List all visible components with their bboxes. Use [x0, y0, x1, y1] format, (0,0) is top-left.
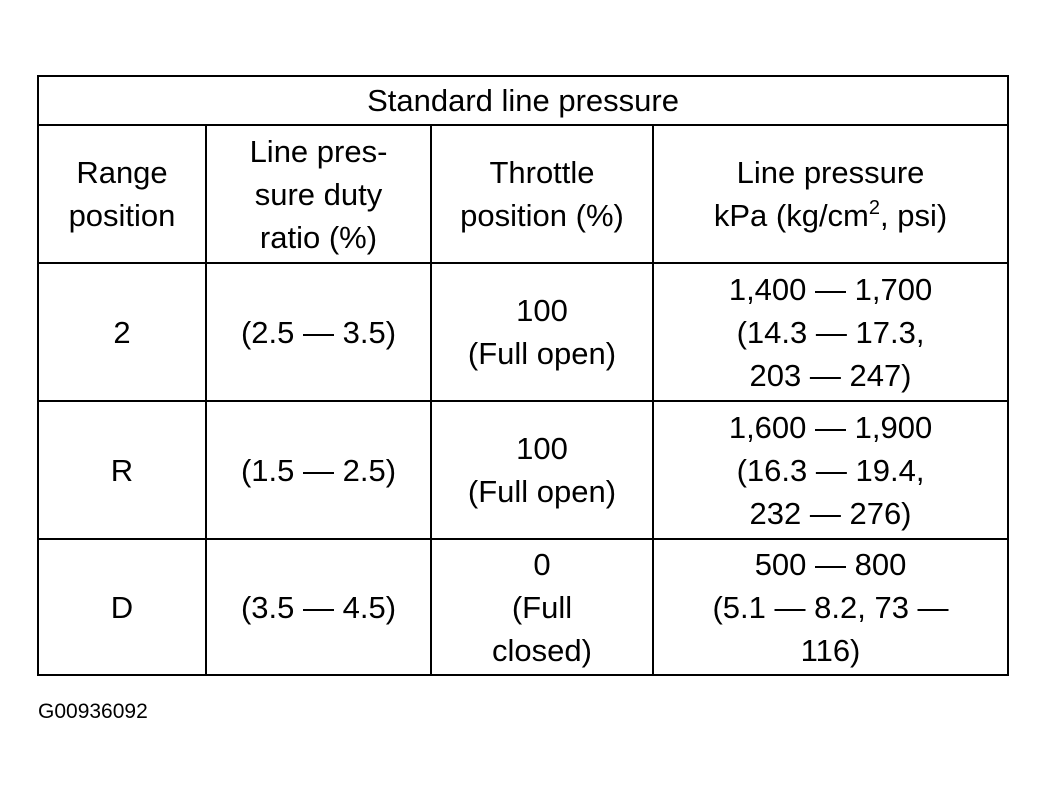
- header-range-line-2: position: [68, 198, 176, 233]
- table-row: D (3.5 — 4.5) 0 (Full closed) 500 — 800 …: [37, 538, 1010, 676]
- header-throttle-line-2: position (%): [460, 198, 624, 233]
- header-duty-line-1: Line pres-: [249, 133, 388, 169]
- header-pressure-unit: kPa (kg/cm: [713, 198, 869, 233]
- pressure-line: (16.3 — 19.4,: [736, 452, 925, 488]
- duty-cell: (1.5 — 2.5): [205, 400, 432, 540]
- table-row: R (1.5 — 2.5) 100 (Full open) 1,600 — 1,…: [37, 400, 1010, 540]
- pressure-cell: 1,400 — 1,700 (14.3 — 17.3, 203 — 247): [651, 262, 1010, 402]
- pressure-line: 232 — 276): [749, 495, 912, 531]
- header-pressure-unit-rest: , psi): [880, 198, 948, 233]
- throttle-line: 100: [516, 431, 568, 466]
- duty-cell: (2.5 — 3.5): [205, 262, 432, 402]
- pressure-cell: 1,600 — 1,900 (16.3 — 19.4, 232 — 276): [651, 400, 1010, 540]
- header-range-position: Range position: [37, 124, 207, 264]
- header-pressure-line-2: kPa (kg/cm2, psi): [660, 194, 1001, 237]
- header-throttle-line-1: Throttle: [489, 155, 595, 190]
- figure-id: G00936092: [38, 700, 148, 723]
- pressure-line: 1,600 — 1,900: [728, 409, 933, 445]
- header-throttle-position: Throttle position (%): [430, 124, 654, 264]
- range-cell: D: [37, 538, 207, 676]
- range-cell: 2: [37, 262, 207, 402]
- header-duty-line-2: sure duty: [254, 176, 383, 212]
- throttle-line: 100: [516, 293, 568, 328]
- pressure-line: (14.3 — 17.3,: [736, 314, 925, 350]
- throttle-line: (Full: [511, 589, 573, 625]
- throttle-cell: 100 (Full open): [430, 262, 654, 402]
- table-row: 2 (2.5 — 3.5) 100 (Full open) 1,400 — 1,…: [37, 262, 1010, 402]
- pressure-line: 500 — 800: [754, 546, 907, 582]
- table-title: Standard line pressure: [36, 75, 1010, 126]
- header-row: Range position Line pres- sure duty rati…: [37, 124, 1010, 264]
- throttle-line: (Full open): [467, 336, 617, 371]
- header-line-pressure: Line pressure kPa (kg/cm2, psi): [651, 124, 1010, 264]
- throttle-cell: 100 (Full open): [430, 400, 654, 540]
- pressure-line: (5.1 — 8.2, 73 —: [712, 589, 949, 625]
- header-pressure-line-1: Line pressure: [736, 155, 925, 190]
- throttle-line: (Full open): [467, 474, 617, 509]
- throttle-line: closed): [492, 632, 592, 668]
- pressure-line: 1,400 — 1,700: [728, 271, 933, 307]
- range-cell: R: [37, 400, 207, 540]
- pressure-line: 116): [800, 632, 861, 668]
- throttle-cell: 0 (Full closed): [430, 538, 654, 676]
- line-pressure-table: Standard line pressure Range position Li…: [36, 75, 1010, 676]
- pressure-cell: 500 — 800 (5.1 — 8.2, 73 — 116): [651, 538, 1010, 676]
- header-pressure-superscript: 2: [868, 197, 880, 219]
- throttle-line: 0: [533, 546, 551, 582]
- header-duty-line-3: ratio (%): [259, 219, 378, 255]
- header-range-line-1: Range: [76, 155, 168, 190]
- pressure-line: 203 — 247): [749, 357, 912, 393]
- header-duty-ratio: Line pres- sure duty ratio (%): [205, 124, 432, 264]
- duty-cell: (3.5 — 4.5): [205, 538, 432, 676]
